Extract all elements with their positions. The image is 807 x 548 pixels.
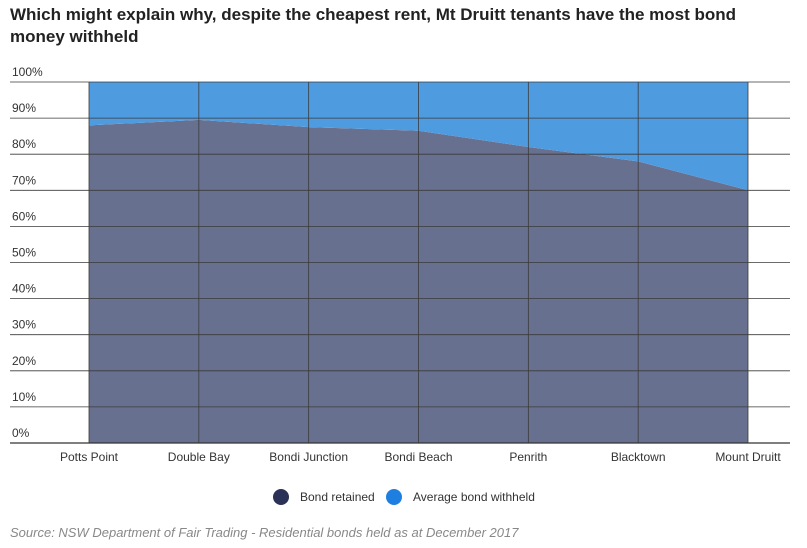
grid-layer: [10, 81, 790, 444]
y-tick-label: 90%: [12, 101, 36, 115]
y-tick-label: 70%: [12, 173, 36, 187]
y-axis: 0% 10% 20% 30% 40% 50% 60% 70% 80% 90% 100%: [12, 65, 43, 440]
y-tick-label: 40%: [12, 282, 36, 296]
x-tick-label: Bondi Beach: [384, 450, 452, 464]
legend-marker: [386, 489, 402, 505]
x-tick-label: Penrith: [509, 450, 547, 464]
y-tick-label: 60%: [12, 209, 36, 223]
y-tick-label: 30%: [12, 318, 36, 332]
legend-label: Average bond withheld: [413, 490, 535, 504]
x-axis: Potts Point Double Bay Bondi Junction Bondi…: [60, 450, 781, 464]
legend: Bond retained Average bond withheld: [273, 489, 535, 505]
y-tick-label: 0%: [12, 426, 30, 440]
y-tick-label: 20%: [12, 354, 36, 368]
y-tick-label: 50%: [12, 246, 36, 260]
legend-marker: [273, 489, 289, 505]
area-series-average-bond-withheld: [89, 82, 748, 191]
x-tick-label: Potts Point: [60, 450, 119, 464]
y-tick-label: 80%: [12, 137, 36, 151]
y-tick-label: 10%: [12, 390, 36, 404]
legend-label: Bond retained: [300, 490, 375, 504]
x-tick-label: Double Bay: [168, 450, 230, 464]
chart-title: Which might explain why, despite the che…: [10, 5, 737, 46]
legend-item-average-bond-withheld[interactable]: Average bond withheld: [386, 489, 535, 505]
source-note: Source: NSW Department of Fair Trading -…: [10, 525, 519, 540]
x-tick-label: Bondi Junction: [269, 450, 348, 464]
x-tick-label: Mount Druitt: [715, 450, 781, 464]
x-tick-label: Blacktown: [611, 450, 666, 464]
legend-item-bond-retained[interactable]: Bond retained: [273, 489, 375, 505]
y-tick-label: 100%: [12, 65, 43, 79]
